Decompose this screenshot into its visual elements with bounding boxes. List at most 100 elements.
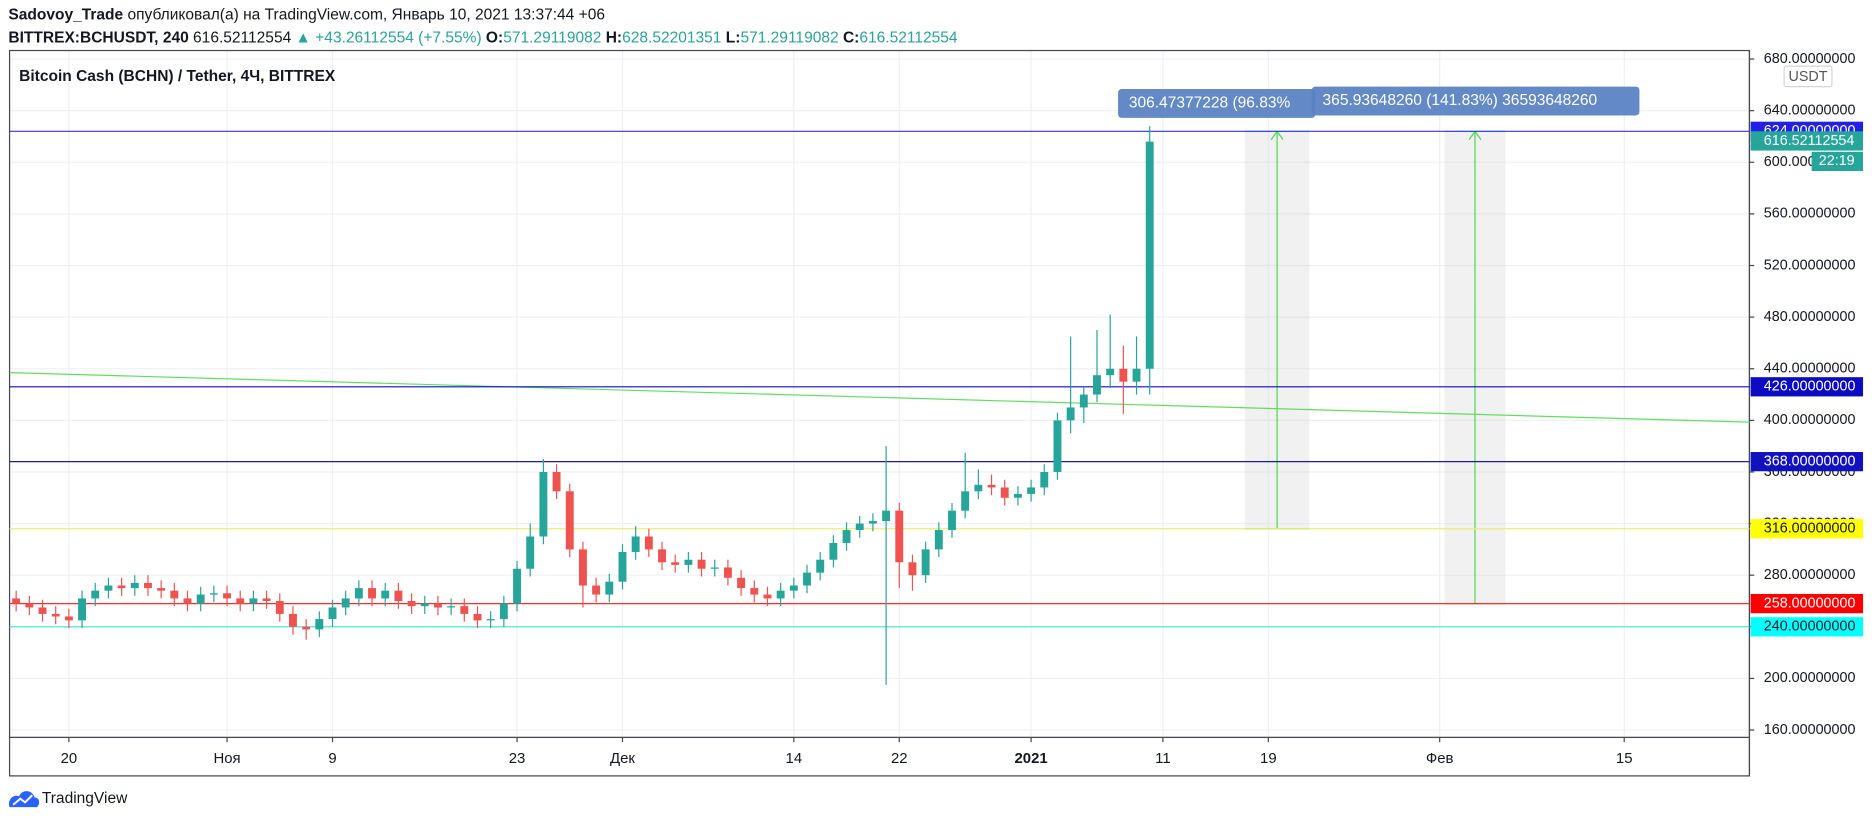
candle-body [433, 603, 442, 608]
y-tick-label: 200.00000000 [1764, 670, 1856, 686]
y-tick-label: 440.00000000 [1764, 361, 1856, 377]
x-tick-label: 23 [509, 750, 526, 767]
published: опубликовал(а) на TradingView.com, Январ… [127, 7, 604, 24]
candle-body [447, 606, 456, 608]
candle-body [289, 613, 297, 627]
candle-body [513, 568, 521, 604]
chart-title: Bitcoin Cash (BCHN) / Tether, 4Ч, BITTRE… [19, 68, 336, 85]
c-label: C: [843, 30, 859, 47]
y-tick-label: 520.00000000 [1764, 257, 1856, 273]
price: 616.52112554 [193, 30, 292, 47]
x-tick-label: 15 [1616, 750, 1633, 767]
candle-body [921, 549, 930, 576]
candle-body [78, 598, 87, 621]
level-label-box [1750, 377, 1864, 397]
candle-body [1106, 368, 1115, 376]
x-tick-label: 19 [1260, 750, 1277, 767]
candle-body [157, 588, 166, 591]
candle-body [51, 613, 60, 617]
candle-body [948, 510, 956, 531]
y-tick-label: 400.00000000 [1764, 412, 1856, 428]
h-value: 628.52201351 [622, 30, 721, 47]
candle-body [816, 559, 825, 573]
candle-body [25, 603, 34, 608]
candle-body [499, 603, 508, 620]
candle-body [710, 567, 719, 569]
candle-body [381, 590, 390, 599]
candle-body [460, 606, 469, 614]
candle-body [275, 601, 284, 614]
candle-body [618, 551, 627, 582]
logo-line [12, 794, 33, 806]
candle-body [420, 603, 429, 607]
candle-body [1000, 487, 1009, 498]
candle-body [908, 562, 917, 576]
candle-body [473, 613, 482, 621]
candle-body [302, 626, 311, 630]
candle-body [658, 549, 666, 563]
candle-body [789, 585, 798, 591]
candle-body [644, 536, 653, 550]
candle-body [605, 581, 614, 595]
measure-label-box [1118, 89, 1316, 118]
currency-box [1783, 65, 1833, 88]
level-label-box [1750, 593, 1864, 614]
candle-body [565, 491, 574, 550]
level-label: 240.00000000 [1764, 619, 1856, 635]
level-label: 316.00000000 [1764, 521, 1856, 537]
y-tick-label: 480.00000000 [1764, 309, 1856, 325]
countdown-box [1811, 151, 1864, 172]
candle-body [803, 572, 811, 586]
candle-body [1132, 368, 1141, 382]
candle-body [328, 607, 337, 620]
candle-body [341, 598, 350, 608]
measure-label-box [1311, 86, 1640, 116]
candle-body [1066, 407, 1075, 421]
level-label-box [1750, 519, 1864, 539]
level-label: 426.00000000 [1764, 379, 1856, 395]
candle-body [1013, 493, 1022, 498]
x-tick-label: Дек [610, 750, 635, 767]
level-label: 258.00000000 [1764, 595, 1856, 611]
o-value: 571.29119082 [503, 30, 601, 47]
l-label: L: [726, 30, 741, 47]
candle-body [776, 590, 785, 599]
candle-body [868, 521, 877, 524]
candle-body [236, 598, 245, 604]
candle-body [130, 582, 139, 589]
l-value: 571.29119082 [740, 30, 838, 47]
candle-body [12, 598, 21, 604]
candle-body [170, 590, 179, 599]
candle-body [223, 593, 232, 599]
candle-body [354, 588, 363, 599]
candle-body [249, 598, 258, 604]
candle-body [961, 491, 970, 511]
candle-body [697, 559, 706, 569]
candle-body [842, 530, 851, 543]
candle-body [64, 616, 73, 621]
candle-body [144, 582, 152, 589]
candle-body [737, 577, 746, 589]
change: ▲ +43.26112554 (+7.55%) [296, 30, 482, 47]
tradingview-logo: TradingView [9, 790, 128, 808]
trend-line [9, 372, 1750, 423]
candle-body [1040, 471, 1049, 488]
candle-body [539, 471, 548, 537]
level-label-box [1750, 617, 1864, 637]
x-tick-label: Фев [1426, 750, 1454, 767]
x-tick-label: 22 [891, 750, 908, 767]
footer-brand: TradingView [42, 790, 128, 807]
candle-body [38, 607, 47, 614]
h-label: H: [606, 30, 622, 47]
x-tick-label: 2021 [1014, 750, 1047, 767]
candle-body [684, 559, 693, 565]
y-tick-label: 640.00000000 [1764, 102, 1856, 118]
candle-body [368, 588, 376, 599]
candle-body [934, 530, 943, 550]
last-price-label: 616.52112554 [1764, 133, 1855, 149]
y-tick-label: 160.00000000 [1764, 722, 1856, 738]
candle-body [117, 585, 126, 589]
candle-body [829, 542, 838, 560]
x-tick-label: 20 [61, 750, 78, 767]
